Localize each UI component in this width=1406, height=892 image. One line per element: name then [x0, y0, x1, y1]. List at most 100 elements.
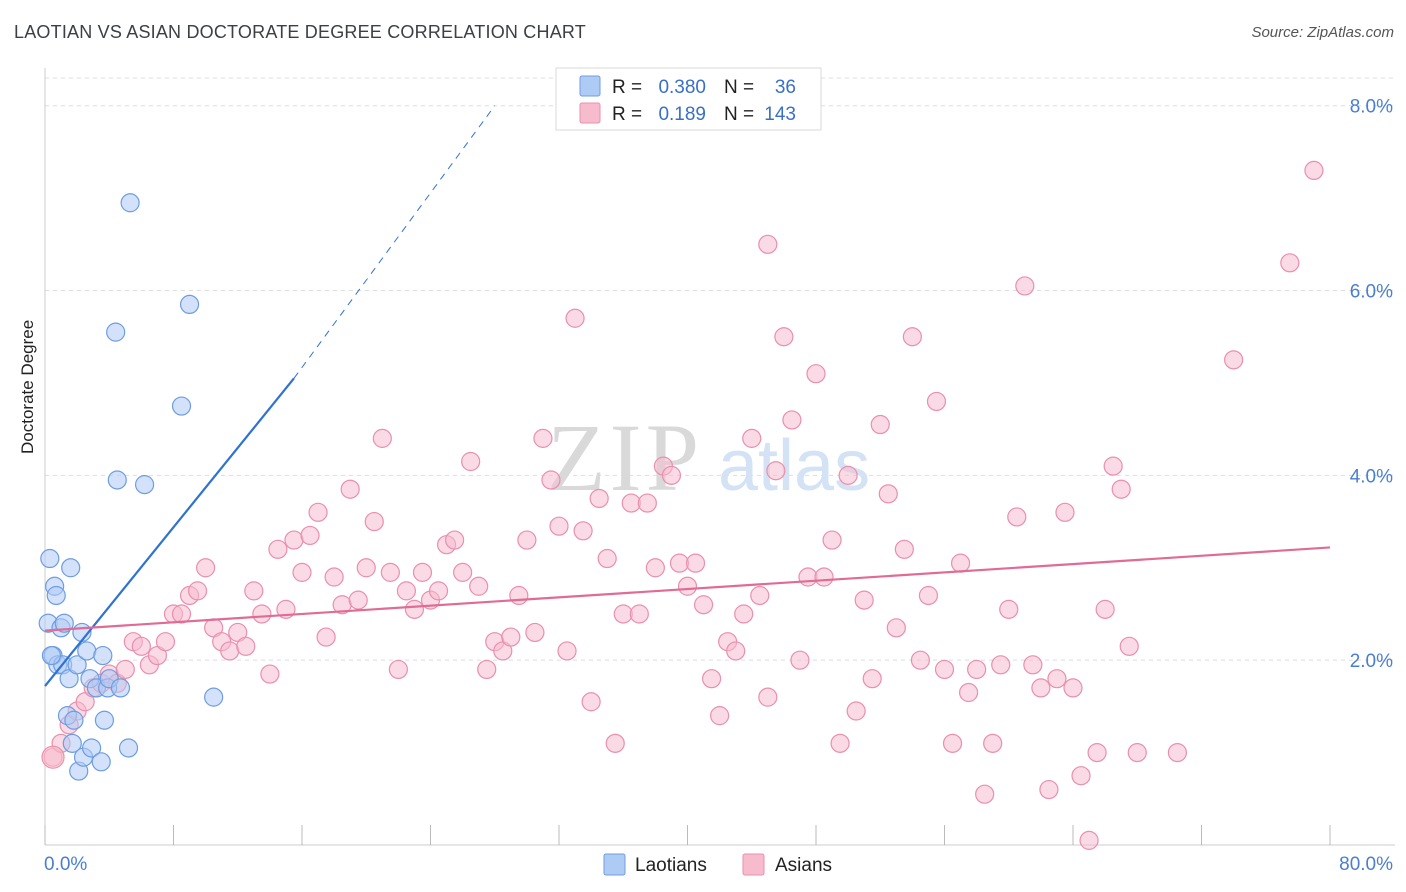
- asians-point-28: [268, 539, 288, 559]
- legend-n-value-asians: 143: [764, 104, 796, 125]
- laotians-point-31: [120, 193, 140, 213]
- asians-point-129: [1079, 830, 1099, 850]
- asians-point-52: [461, 451, 481, 472]
- laotians-point-1: [40, 548, 60, 569]
- asians-point-45: [404, 599, 425, 619]
- y-tick-label-2: 6.0%: [1350, 282, 1393, 303]
- laotians-point-34: [179, 294, 200, 315]
- asians-point-77: [661, 465, 682, 485]
- legend-swatch-laotians: [579, 75, 601, 97]
- asians-point-14: [155, 632, 176, 652]
- asians-trend-line: [44, 546, 1331, 632]
- legend-bottom-label-asians: Asians: [775, 855, 832, 876]
- asians-point-112: [942, 733, 963, 753]
- asians-point-83: [710, 706, 730, 726]
- asians-point-79: [677, 576, 698, 596]
- asians-point-85: [726, 641, 746, 661]
- asians-point-136: [1167, 742, 1188, 763]
- asians-point-116: [975, 784, 995, 804]
- asians-point-30: [284, 530, 304, 550]
- asians-point-67: [581, 692, 601, 712]
- asians-point-26: [252, 604, 272, 624]
- asians-point-130: [1087, 742, 1107, 763]
- asians-point-89: [758, 687, 778, 707]
- asians-point-121: [1015, 276, 1035, 296]
- x-tick-label-end: 80.0%: [1339, 854, 1393, 875]
- asians-point-large: [41, 745, 65, 769]
- asians-point-108: [910, 650, 931, 670]
- asians-point-138: [1280, 253, 1300, 273]
- asians-point-38: [348, 590, 368, 610]
- asians-point-109: [918, 585, 939, 606]
- asians-point-35: [324, 567, 344, 587]
- asians-point-44: [396, 581, 417, 601]
- asians-point-111: [934, 659, 955, 680]
- asians-point-132: [1103, 456, 1123, 476]
- laotians-point-36: [41, 645, 62, 666]
- asians-point-120: [1007, 507, 1027, 527]
- asians-point-71: [613, 604, 633, 624]
- asians-point-16: [171, 604, 192, 624]
- laotians-point-27: [106, 322, 126, 342]
- asians-point-48: [428, 581, 449, 601]
- asians-point-119: [999, 599, 1019, 619]
- asians-point-82: [701, 669, 722, 689]
- asians-point-139: [1304, 160, 1324, 181]
- asians-point-57: [501, 627, 521, 647]
- legend-r-label-laotians: R =: [612, 77, 642, 98]
- asians-point-27: [260, 664, 280, 684]
- laotians-point-22: [91, 752, 111, 772]
- asians-point-97: [822, 530, 842, 550]
- asians-point-123: [1031, 678, 1051, 698]
- asians-point-66: [573, 521, 593, 541]
- asians-point-24: [236, 636, 256, 656]
- trend-lines: [44, 105, 1331, 687]
- asians-point-61: [533, 428, 553, 448]
- asians-point-96: [814, 567, 834, 587]
- laotians-point-8: [54, 613, 74, 633]
- asians-point-75: [645, 558, 665, 578]
- y-tick-label-3: 8.0%: [1350, 97, 1393, 118]
- asians-point-58: [509, 585, 529, 606]
- asians-point-37: [340, 479, 360, 499]
- asians-point-33: [308, 502, 328, 522]
- asians-point-125: [1047, 669, 1067, 689]
- asians-point-113: [950, 553, 971, 573]
- asians-point-99: [838, 465, 858, 485]
- asians-point-51: [453, 562, 473, 582]
- laotians-point-13: [64, 710, 84, 730]
- asians-point-78: [669, 553, 690, 573]
- asians-point-41: [372, 428, 392, 448]
- legend-r-value-laotians: 0.380: [658, 77, 706, 98]
- asians-point-62: [541, 470, 561, 490]
- asians-point-133: [1111, 479, 1131, 499]
- asians-point-42: [380, 562, 400, 582]
- asians-point-64: [557, 641, 577, 661]
- asians-point-60: [525, 622, 545, 643]
- asians-point-126: [1055, 502, 1075, 522]
- asians-point-91: [774, 327, 794, 347]
- asians-point-88: [750, 585, 770, 606]
- asians-point-135: [1127, 742, 1147, 763]
- asians-point-65: [565, 308, 585, 328]
- legend-n-label-laotians: N =: [724, 77, 754, 98]
- legend-bottom-swatch-laotians: [603, 853, 626, 876]
- legend-r-value-asians: 0.189: [658, 104, 706, 125]
- laotians-point-30: [118, 738, 139, 758]
- asians-point-105: [886, 618, 906, 638]
- laotians-point-35: [204, 687, 224, 707]
- asians-point-115: [967, 659, 987, 680]
- laotians-point-14: [67, 655, 87, 675]
- asians-point-137: [1224, 350, 1244, 370]
- chart-title: LAOTIAN VS ASIAN DOCTORATE DEGREE CORREL…: [14, 22, 586, 42]
- asians-point-18: [187, 581, 208, 601]
- grid-lines: [45, 77, 1395, 661]
- asians-point-101: [854, 590, 874, 610]
- asians-point-74: [637, 493, 657, 513]
- asians-point-25: [244, 581, 264, 601]
- asians-point-95: [806, 364, 826, 384]
- laotians-point-29: [110, 678, 131, 698]
- asians-point-104: [878, 484, 898, 504]
- laotians-point-32: [134, 475, 155, 495]
